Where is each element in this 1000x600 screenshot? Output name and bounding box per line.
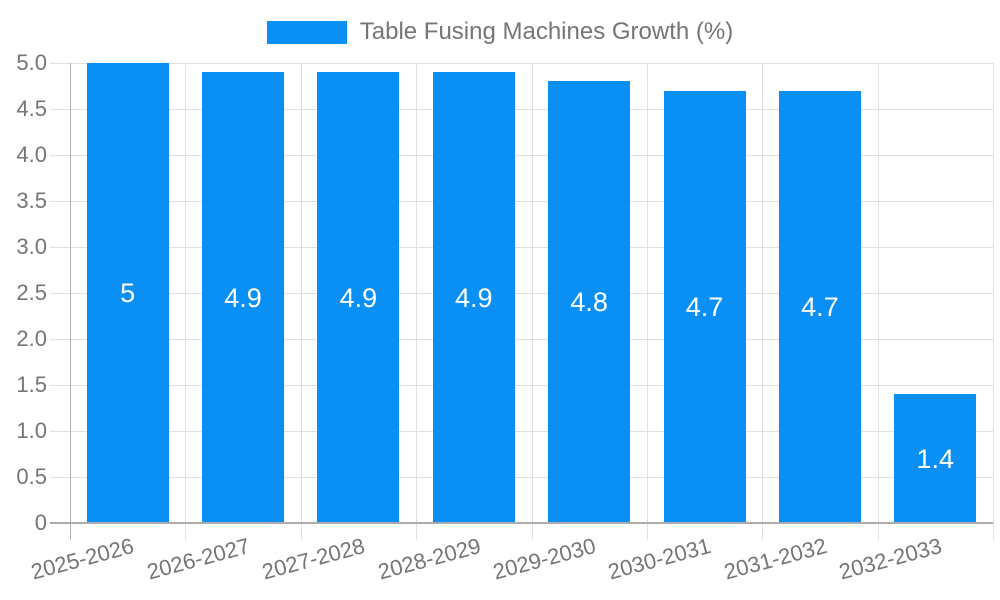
y-tick-label: 4.5 xyxy=(16,96,47,121)
x-tick-label: 2026-2027 xyxy=(144,533,253,585)
y-tick-label: 0 xyxy=(34,510,47,535)
x-tick-label: 2031-2032 xyxy=(721,533,830,585)
bar xyxy=(894,394,977,523)
y-gridline xyxy=(50,431,993,432)
x-gridline xyxy=(416,63,418,540)
y-gridline xyxy=(50,339,993,340)
x-gridline xyxy=(762,63,764,540)
x-gridline xyxy=(300,63,302,540)
bar xyxy=(432,72,515,523)
bar-value-label: 4.7 xyxy=(801,291,839,322)
y-gridline xyxy=(50,247,993,248)
x-tick-label: 2030-2031 xyxy=(605,533,714,585)
bar-value-label: 4.7 xyxy=(685,291,724,322)
bar-value-label: 4.9 xyxy=(455,282,493,313)
bar xyxy=(778,90,861,523)
y-gridline xyxy=(50,293,993,294)
y-gridline xyxy=(50,385,993,386)
bar xyxy=(663,90,746,523)
x-axis-line xyxy=(50,522,993,524)
x-gridline xyxy=(646,63,648,540)
y-gridline xyxy=(50,155,993,156)
bar xyxy=(317,72,400,523)
x-gridline xyxy=(185,63,187,540)
y-axis-line xyxy=(70,63,71,540)
x-gridline xyxy=(993,63,994,540)
y-tick-label: 1.0 xyxy=(16,418,47,443)
x-tick-label: 2025-2026 xyxy=(28,533,137,585)
x-tick-label: 2028-2029 xyxy=(374,533,484,585)
x-tick-label: 2027-2028 xyxy=(259,533,368,585)
y-tick-label: 4.0 xyxy=(16,142,47,167)
legend: Table Fusing Machines Growth (%) xyxy=(0,19,1000,45)
y-tick-label: 2.5 xyxy=(16,280,47,305)
bar-value-label: 4.9 xyxy=(339,282,378,313)
bar-value-label: 4.8 xyxy=(570,287,608,318)
bar xyxy=(202,72,285,523)
y-tick-label: 3.0 xyxy=(16,234,47,259)
x-tick-label: 2032-2033 xyxy=(836,533,945,585)
y-gridline xyxy=(50,477,993,478)
x-gridline xyxy=(877,63,879,540)
x-gridline xyxy=(531,63,533,540)
legend-label: Table Fusing Machines Growth (%) xyxy=(359,18,734,45)
y-gridline xyxy=(50,63,993,64)
y-tick-label: 3.5 xyxy=(16,188,47,213)
y-tick-label: 5.0 xyxy=(16,50,47,75)
y-tick-label: 2.0 xyxy=(16,326,47,351)
y-gridline xyxy=(50,201,993,202)
y-tick-label: 1.5 xyxy=(16,372,47,397)
bar-value-label: 1.4 xyxy=(916,443,955,474)
bar-value-label: 5 xyxy=(120,278,136,308)
bar-value-label: 4.9 xyxy=(224,282,262,313)
x-tick-label: 2029-2030 xyxy=(490,533,599,585)
bar xyxy=(548,81,631,523)
bar xyxy=(86,63,169,523)
y-gridline xyxy=(50,109,993,110)
y-tick-label: 0.5 xyxy=(16,464,47,489)
legend-swatch xyxy=(266,20,347,44)
